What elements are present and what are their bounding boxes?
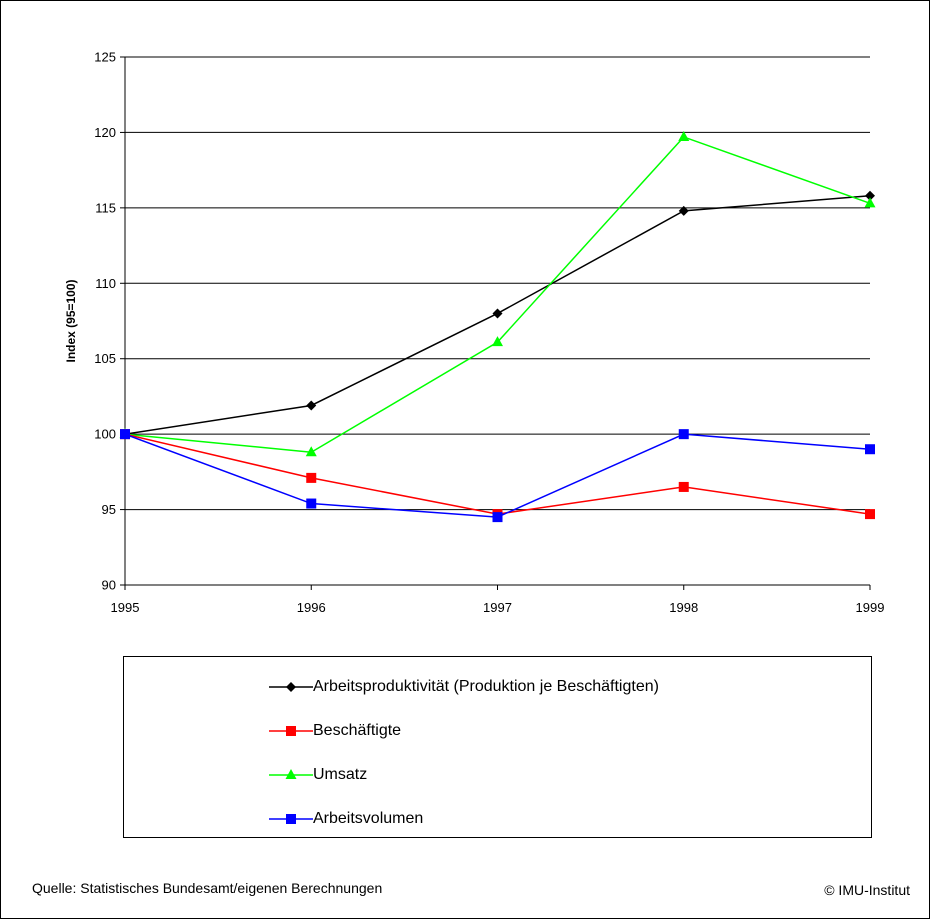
data-point <box>120 429 130 440</box>
legend-marker <box>286 726 296 736</box>
legend: Arbeitsproduktivität (Produktion je Besc… <box>123 656 872 838</box>
series-line <box>124 136 871 454</box>
data-point <box>678 481 689 492</box>
series-2 <box>119 130 876 457</box>
legend-swatch <box>269 726 313 736</box>
series-lines <box>119 130 876 523</box>
data-point <box>306 472 317 483</box>
data-point <box>865 509 875 520</box>
legend-marker <box>286 814 296 824</box>
y-tick-label: 90 <box>102 578 116 593</box>
x-tick-label: 1999 <box>856 600 885 615</box>
legend-item: Beschäftigte <box>269 721 401 741</box>
data-point <box>306 498 317 509</box>
y-tick-label: 100 <box>94 427 116 442</box>
data-point <box>306 400 317 411</box>
legend-label: Umsatz <box>313 766 368 783</box>
data-point <box>492 336 503 347</box>
data-point <box>865 444 875 455</box>
legend-swatch <box>269 814 313 824</box>
data-point <box>864 197 876 208</box>
data-point <box>678 429 689 440</box>
series-0 <box>120 190 875 440</box>
legend-swatch <box>269 682 313 692</box>
series-line <box>124 433 871 518</box>
y-tick-label: 110 <box>95 276 116 291</box>
data-point <box>492 512 503 523</box>
x-tick-labels: 1995 1996 1997 1998 1999 <box>111 585 885 615</box>
x-tick-label: 1996 <box>297 600 326 615</box>
legend-label: Arbeitsproduktivität (Produktion je Besc… <box>313 678 659 695</box>
x-tick-label: 1998 <box>669 600 698 615</box>
copyright-note: © IMU-Institut <box>824 882 910 898</box>
legend-marker <box>285 769 297 779</box>
data-point <box>305 446 317 457</box>
series-line <box>124 433 871 515</box>
y-tick-label: 105 <box>94 351 116 366</box>
legend-swatch <box>269 769 313 779</box>
legend-label: Beschäftigte <box>313 722 402 739</box>
y-tick-label: 95 <box>102 502 116 517</box>
y-axis-label: Index (95=100) <box>64 279 78 362</box>
data-point <box>492 308 503 319</box>
y-tick-labels: 90 95 100 105 110 115 120 125 <box>94 50 125 593</box>
data-point <box>865 190 875 201</box>
x-tick-label: 1995 <box>111 600 140 615</box>
data-point <box>678 205 689 216</box>
legend-item: Arbeitsvolumen <box>269 809 423 829</box>
y-tick-label: 125 <box>94 50 116 65</box>
gridlines <box>125 56 870 511</box>
legend-marker <box>286 682 296 692</box>
legend-item: Umsatz <box>269 765 367 785</box>
y-tick-label: 115 <box>95 200 116 215</box>
legend-label: Arbeitsvolumen <box>313 810 424 827</box>
legend-item: Arbeitsproduktivität (Produktion je Besc… <box>269 677 659 697</box>
series-3 <box>120 429 875 523</box>
source-note: Quelle: Statistisches Bundesamt/eigenen … <box>32 880 383 896</box>
axes <box>124 57 870 586</box>
y-tick-label: 120 <box>94 125 116 140</box>
data-point <box>678 130 690 141</box>
x-tick-label: 1997 <box>483 600 512 615</box>
